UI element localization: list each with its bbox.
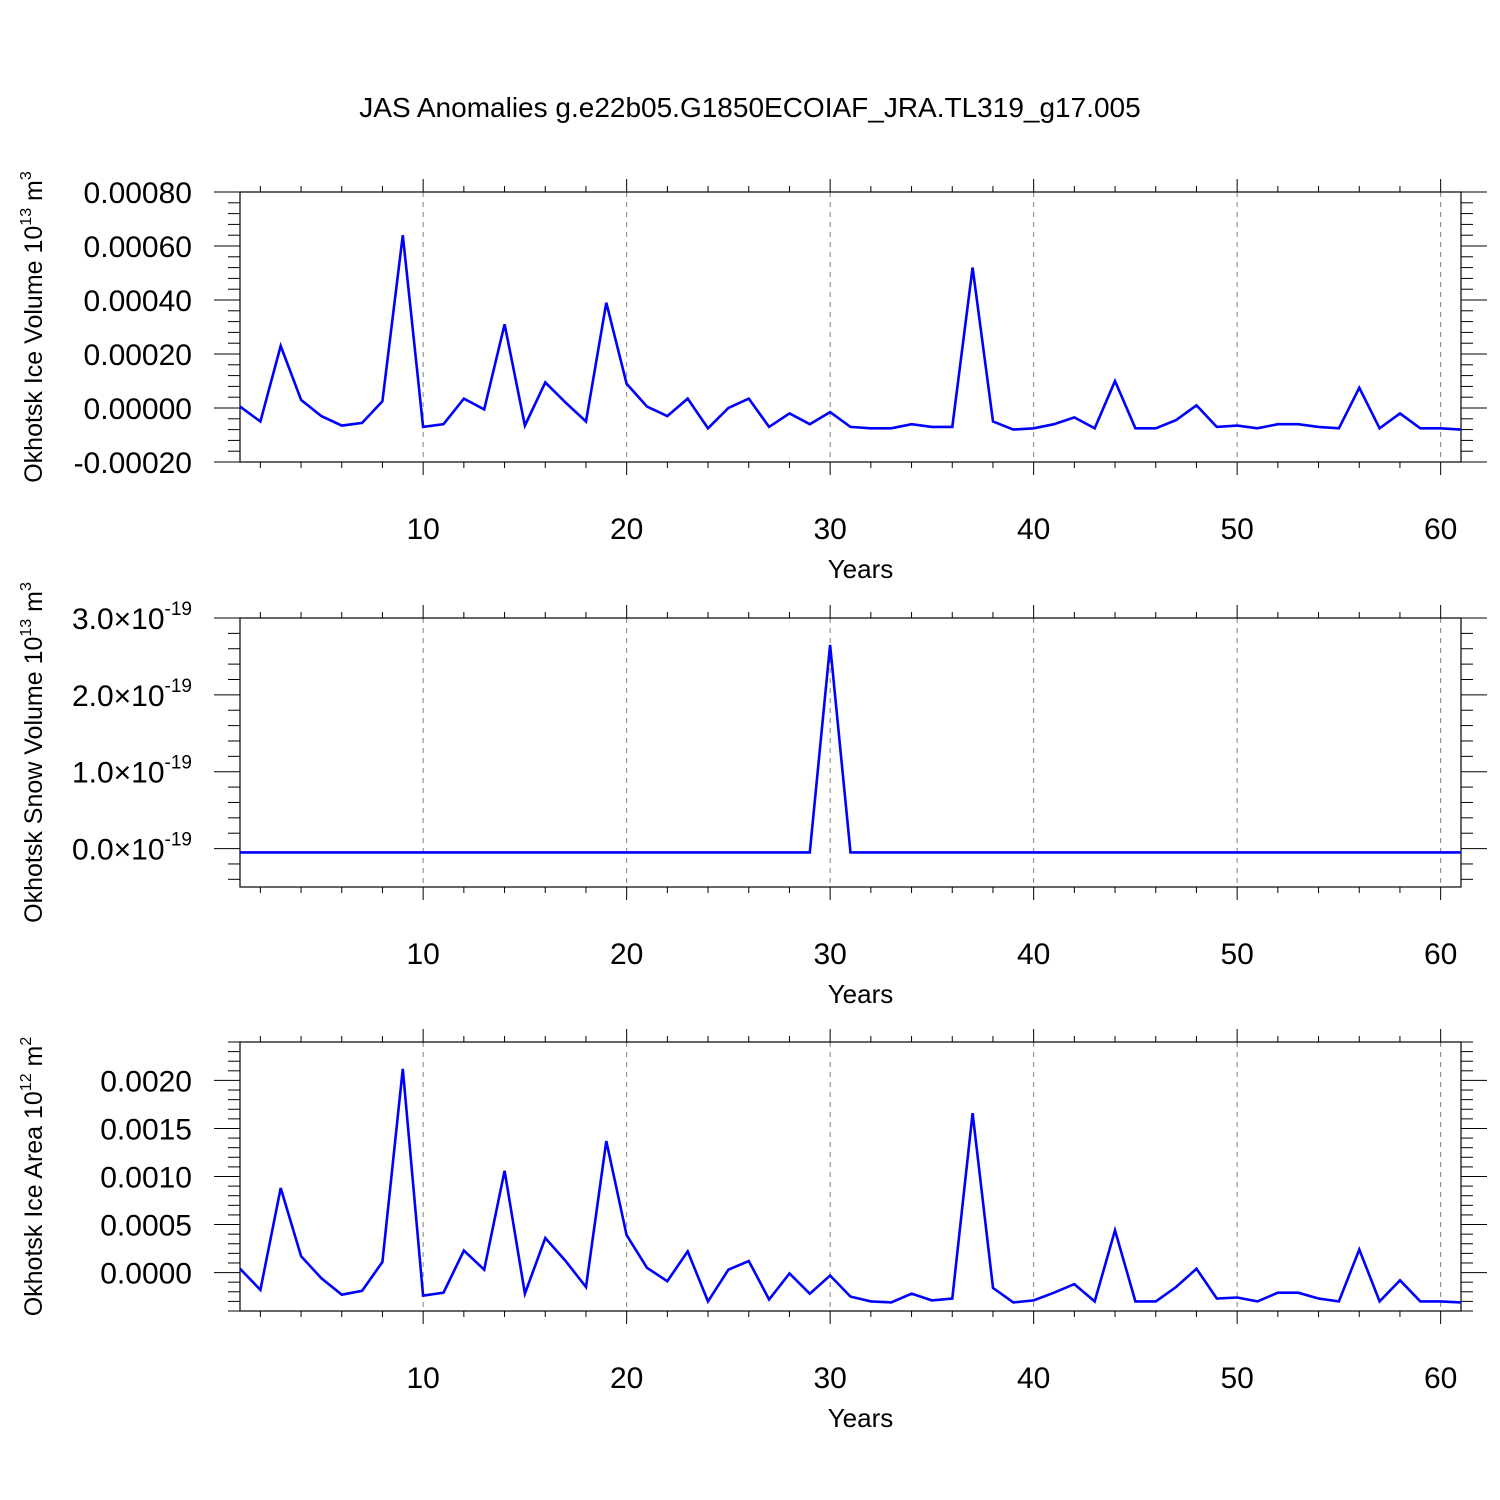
y-tick-label: 0.0020 xyxy=(100,1065,192,1098)
y-tick-label: 0.00080 xyxy=(84,177,192,210)
x-tick-label: 20 xyxy=(610,513,643,546)
x-tick-label: 40 xyxy=(1017,513,1050,546)
y-tick-label: 0.00000 xyxy=(84,393,192,426)
y-axis-label: Okhotsk Ice Area 1012 m2 xyxy=(18,1037,48,1317)
plot-frame xyxy=(239,1041,1462,1312)
y-tick-label: 1.0×10-19 xyxy=(72,753,192,790)
y-tick-label: 2.0×10-19 xyxy=(72,676,192,713)
x-tick-label: 20 xyxy=(610,938,643,971)
x-tick-label: 10 xyxy=(406,938,439,971)
y-tick-label: 0.0005 xyxy=(100,1210,192,1243)
x-tick-label: 50 xyxy=(1220,513,1253,546)
series-line xyxy=(239,235,1462,431)
y-tick-label: 0.0×10-19 xyxy=(72,830,192,867)
x-tick-label: 60 xyxy=(1424,513,1457,546)
x-tick-label: 60 xyxy=(1424,1362,1457,1395)
plot-frame xyxy=(239,191,1462,463)
y-tick-label: 0.00060 xyxy=(84,231,192,264)
y-axis-label: Okhotsk Ice Volume 1013 m3 xyxy=(18,171,48,483)
y-tick-label: 0.0000 xyxy=(100,1258,192,1291)
y-tick-label: 3.0×10-19 xyxy=(72,599,192,636)
x-tick-label: 30 xyxy=(813,938,846,971)
y-tick-label: -0.00020 xyxy=(74,447,192,480)
plot-frame xyxy=(239,617,1462,888)
y-axis-label: Okhotsk Snow Volume 1013 m3 xyxy=(18,582,48,923)
x-tick-label: 30 xyxy=(813,513,846,546)
chart-title: JAS Anomalies g.e22b05.G1850ECOIAF_JRA.T… xyxy=(359,92,1140,123)
x-tick-label: 20 xyxy=(610,1362,643,1395)
x-tick-label: 10 xyxy=(406,513,439,546)
x-axis-label: Years xyxy=(828,554,894,584)
panel-1: 10 20 30 40 50 60 -0.00020 0.00000 0.00020 0.0004… xyxy=(18,171,1487,584)
x-axis-label: Years xyxy=(828,1403,894,1433)
x-tick-label: 50 xyxy=(1220,938,1253,971)
y-tick-label: 0.00020 xyxy=(84,339,192,372)
y-tick-label: 0.00040 xyxy=(84,285,192,318)
x-tick-label: 60 xyxy=(1424,938,1457,971)
y-tick-label: 0.0010 xyxy=(100,1162,192,1195)
panel-3: 10 20 30 40 50 60 0.0000 0.0005 0.0010 0.0015 0.00… xyxy=(18,1029,1487,1433)
series-line xyxy=(240,644,1461,854)
x-tick-label: 40 xyxy=(1017,1362,1050,1395)
x-axis-label: Years xyxy=(828,979,894,1009)
x-tick-label: 50 xyxy=(1220,1362,1253,1395)
x-tick-label: 10 xyxy=(406,1362,439,1395)
panel-2: 10 20 30 40 50 60 0.0×10-19 1.0×10-19 2.0×10-19 3… xyxy=(18,582,1487,1009)
x-tick-label: 30 xyxy=(813,1362,846,1395)
x-tick-label: 40 xyxy=(1017,938,1050,971)
y-tick-label: 0.0015 xyxy=(100,1113,192,1146)
series-line xyxy=(239,1068,1462,1305)
